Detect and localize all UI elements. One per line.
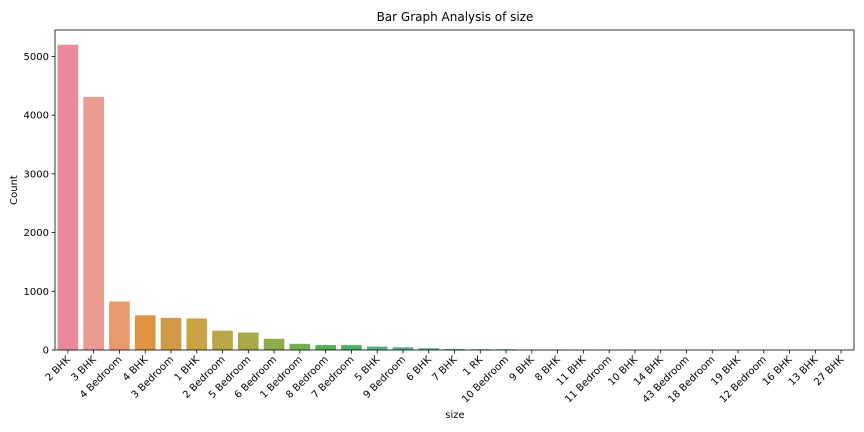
y-tick-label: 1000 (24, 287, 49, 298)
y-tick-label: 2000 (24, 228, 49, 239)
y-tick-label: 5000 (24, 52, 49, 63)
plot-frame (54, 29, 855, 351)
x-tick-label: 27 BHK (812, 354, 846, 388)
bar-3-bedroom (160, 317, 182, 350)
y-tick-label: 4000 (24, 111, 49, 122)
bar-9-bedroom (392, 347, 414, 350)
bar-2-bedroom (212, 330, 233, 350)
x-tick-label: 2 BHK (44, 354, 74, 384)
bars-group (57, 44, 852, 351)
bar-2-bhk (57, 44, 79, 351)
bar-8-bedroom (315, 345, 336, 350)
bar-7-bedroom (341, 345, 362, 350)
y-tick-label: 3000 (24, 169, 49, 180)
bar-5-bhk (366, 346, 388, 350)
bar-1-bedroom (289, 343, 311, 350)
bar-7-bhk (444, 349, 465, 350)
x-tick-label: 10 Bedroom (460, 354, 511, 405)
bar-3-bhk (83, 96, 104, 350)
y-tick-label: 0 (43, 346, 49, 357)
bar-4-bedroom (109, 301, 130, 350)
bar-4-bhk (134, 315, 156, 350)
bar-5-bedroom (238, 332, 259, 350)
y-axis: 0 1000 2000 3000 4000 5000 (24, 52, 55, 357)
bar-6-bedroom (263, 338, 285, 350)
x-tick-label: 7 BHK (430, 354, 460, 384)
x-tick-label: 9 BHK (508, 354, 538, 384)
bar-1-bhk (186, 318, 208, 350)
bar-6-bhk (418, 348, 440, 350)
x-axis-label: size (445, 410, 464, 421)
x-tick-label: 6 BHK (405, 354, 435, 384)
y-axis-label: Count (9, 175, 20, 205)
chart-title: Bar Graph Analysis of size (377, 10, 534, 24)
